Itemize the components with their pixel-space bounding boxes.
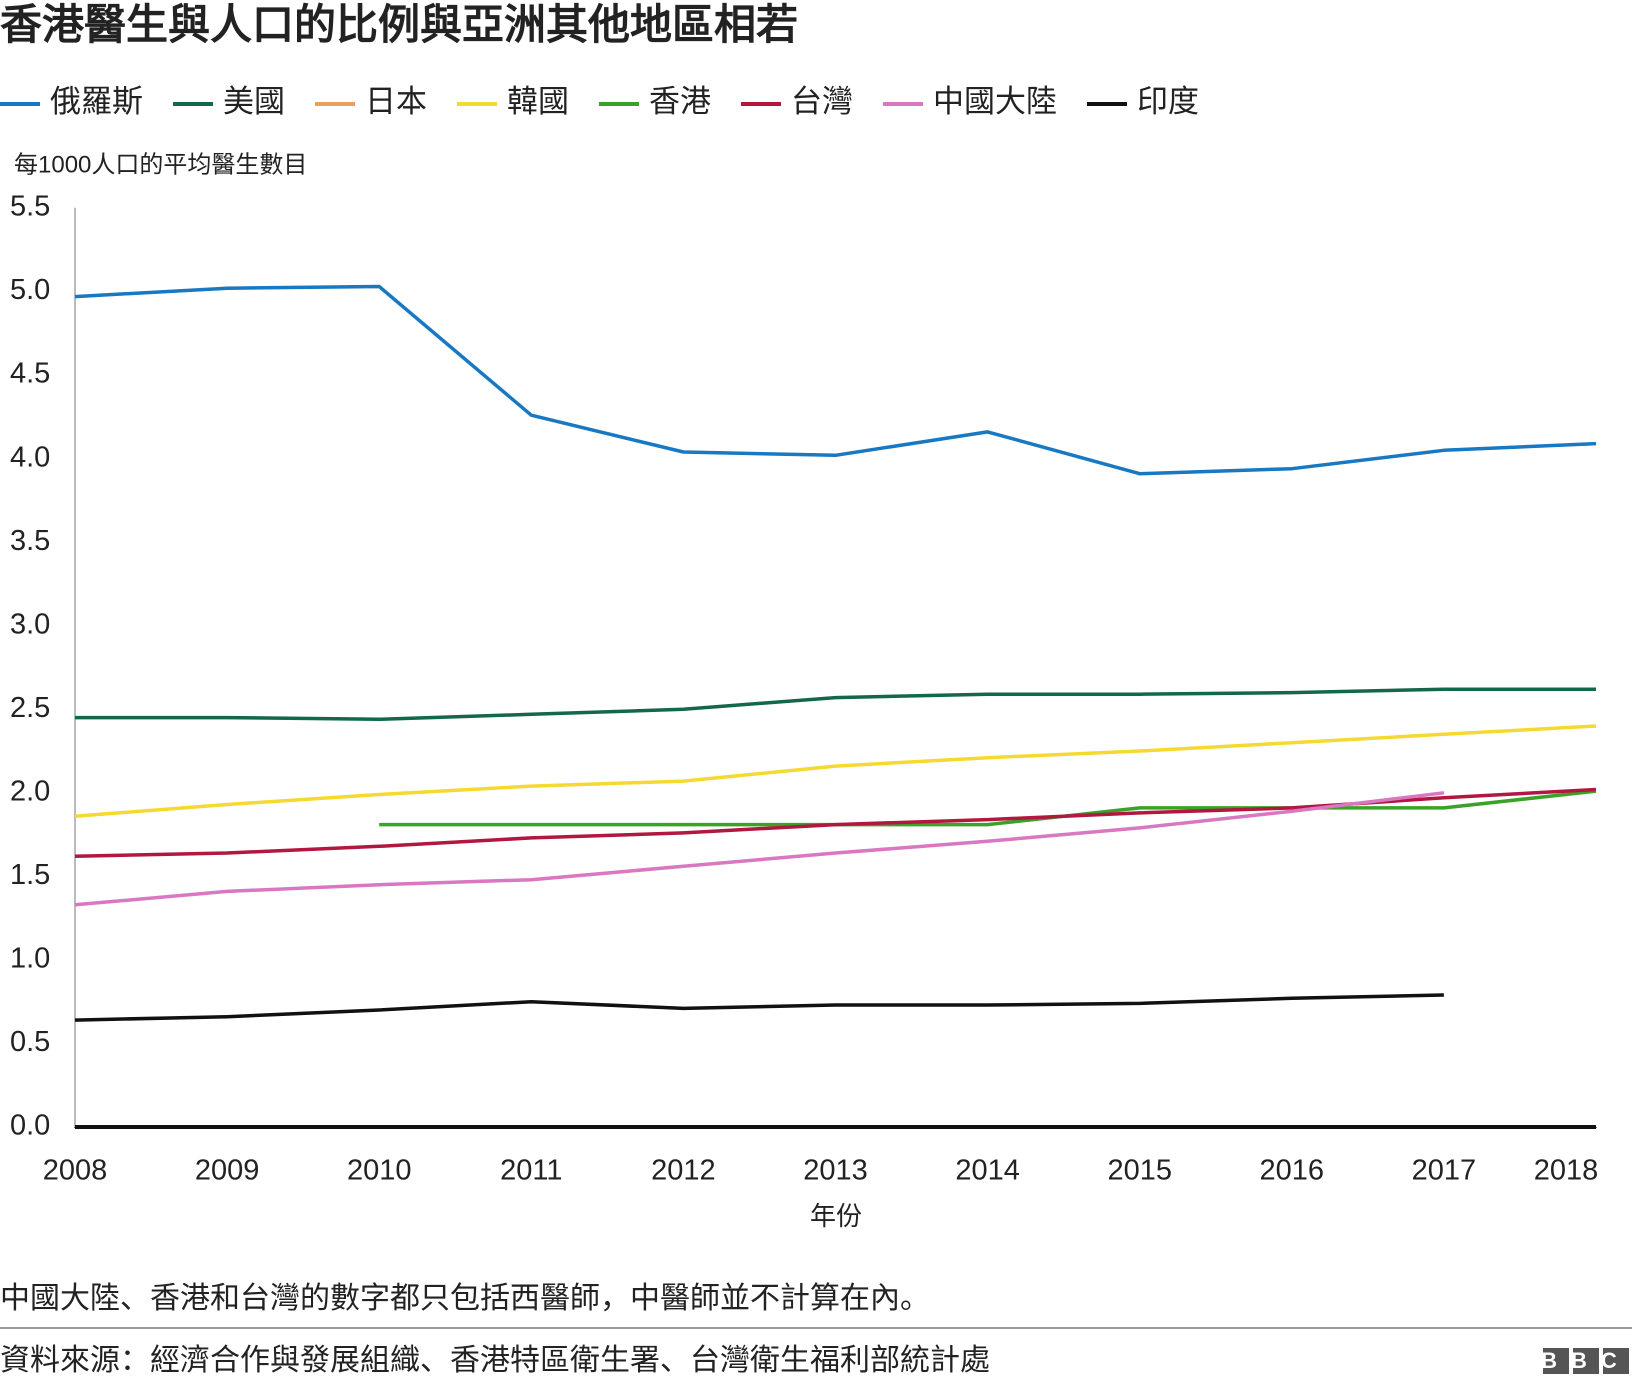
legend-label: 美國 (223, 84, 285, 119)
series-line (75, 687, 1596, 722)
y-tick-label: 1.0 (10, 943, 50, 975)
chart-title: 香港醫生與人口的比例與亞洲其他地區相若 (0, 1, 798, 48)
series-line (74, 791, 1445, 907)
x-tick-label: 2017 (1412, 1155, 1477, 1187)
series-line (74, 993, 1444, 1022)
source: 資料來源：經濟合作與發展組織、香港特區衛生署、台灣衛生福利部統計處 (0, 1344, 990, 1377)
y-tick-label: 4.0 (10, 441, 50, 473)
x-tick-label: 2018 (1534, 1155, 1599, 1187)
x-tick-label: 2012 (651, 1155, 716, 1187)
y-tick-label: 5.0 (10, 274, 50, 306)
series-line (74, 724, 1597, 818)
y-tick-label: 0.5 (10, 1026, 50, 1058)
y-tick-label: 2.0 (10, 775, 50, 807)
x-axis-label: 年份 (810, 1201, 862, 1231)
x-tick-label: 2009 (195, 1155, 260, 1187)
logo-text: BBC (1541, 1348, 1631, 1373)
y-tick-label: 2.5 (10, 692, 50, 724)
legend-label: 香港 (649, 84, 711, 119)
legend-label: 台灣 (791, 84, 853, 119)
x-tick-label: 2010 (347, 1155, 412, 1187)
legend-label: 韓國 (507, 84, 569, 119)
y-tick-label: 3.0 (10, 608, 50, 640)
legend-label: 俄羅斯 (50, 84, 143, 119)
note: 中國大陸、香港和台灣的數字都只包括西醫師，中醫師並不計算在內。 (0, 1282, 930, 1315)
y-tick-label: 1.5 (10, 859, 50, 891)
x-tick-label: 2013 (803, 1155, 868, 1187)
series-line (379, 789, 1597, 827)
y-axis-label: 每1000人口的平均醫生數目 (14, 151, 307, 178)
x-tick-label: 2008 (43, 1155, 108, 1187)
legend-label: 中國大陸 (933, 84, 1057, 119)
legend-label: 印度 (1137, 84, 1199, 119)
x-tick-label: 2011 (500, 1155, 562, 1187)
y-tick-label: 3.5 (10, 525, 50, 557)
y-tick-label: 4.5 (10, 358, 50, 390)
y-tick-label: 5.5 (10, 191, 50, 223)
logo (1543, 1348, 1629, 1374)
x-tick-label: 2015 (1107, 1155, 1172, 1187)
y-tick-label: 0.0 (10, 1110, 50, 1142)
x-tick-label: 2016 (1260, 1155, 1325, 1187)
series-line (74, 284, 1597, 476)
legend-label: 日本 (365, 84, 427, 119)
x-tick-label: 2014 (955, 1155, 1020, 1187)
